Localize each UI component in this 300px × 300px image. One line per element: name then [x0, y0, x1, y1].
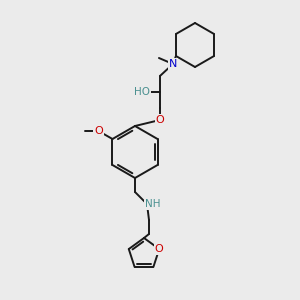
- Text: N: N: [169, 59, 177, 69]
- Text: O: O: [156, 115, 164, 125]
- Text: HO: HO: [134, 87, 150, 97]
- Text: O: O: [155, 244, 164, 254]
- Text: NH: NH: [145, 199, 161, 209]
- Text: O: O: [94, 126, 103, 136]
